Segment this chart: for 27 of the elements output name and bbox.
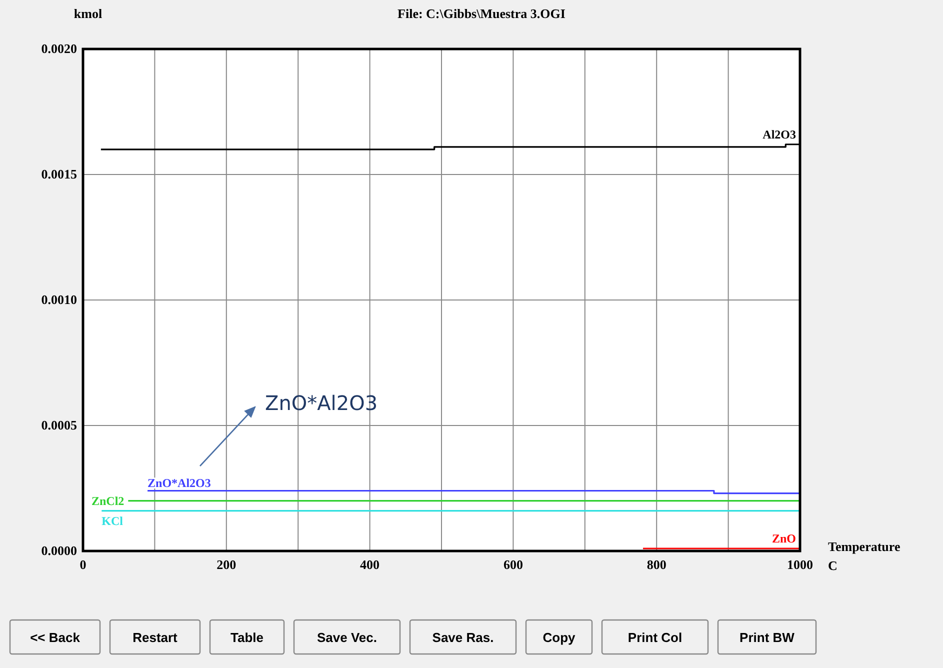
y-tick-label: 0.0020 [41, 41, 77, 56]
x-tick-label: 200 [216, 557, 236, 572]
x-axis-title: Temperature C [828, 539, 900, 573]
x-tick-label: 800 [646, 557, 666, 572]
series-label: ZnO [772, 531, 796, 546]
button: << Back [9, 619, 101, 655]
y-tick-label: 0.0010 [41, 292, 77, 307]
x-tick-label: 600 [503, 557, 523, 572]
chart-title: File: C:\Gibbs\Muestra 3.OGI [398, 6, 566, 21]
button: Restart [109, 619, 201, 655]
button: Print BW [717, 619, 817, 655]
y-tick-label: 0.0015 [41, 166, 78, 182]
button: Copy [525, 619, 593, 655]
y-axis-title: kmol [74, 6, 102, 21]
series-label: Al2O3 [762, 127, 796, 142]
button: Save Vec. [293, 619, 401, 655]
y-tick-label: 0.0000 [41, 543, 77, 558]
x-tick-label: 400 [360, 557, 380, 572]
button: Print Col [601, 619, 709, 655]
series-label: KCl [102, 514, 124, 528]
series-label: ZnCl2 [91, 494, 124, 508]
x-tick-label: 1000 [787, 557, 813, 572]
button: Save Ras. [409, 619, 517, 655]
annotation: ZnO*Al2O3 [265, 391, 378, 415]
y-tick-label: 0.0005 [41, 418, 78, 432]
button: Table [209, 619, 285, 655]
x-tick-label: 0 [80, 557, 86, 572]
